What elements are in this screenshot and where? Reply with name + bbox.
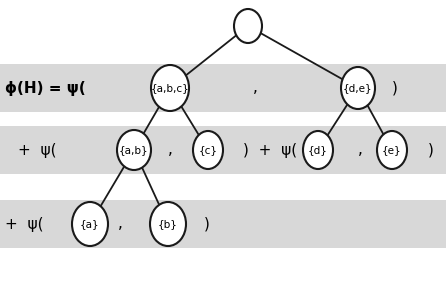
Text: {d,e}: {d,e} <box>343 83 373 93</box>
Ellipse shape <box>234 9 262 43</box>
Text: ): ) <box>392 80 398 95</box>
FancyBboxPatch shape <box>0 200 446 248</box>
Text: ,: , <box>118 217 123 232</box>
Ellipse shape <box>303 131 333 169</box>
Text: +  ψ(: + ψ( <box>18 142 57 158</box>
Text: {a,b}: {a,b} <box>119 145 149 155</box>
Text: ): ) <box>204 217 210 232</box>
Text: {c}: {c} <box>198 145 218 155</box>
Ellipse shape <box>117 130 151 170</box>
Ellipse shape <box>150 202 186 246</box>
Text: {b}: {b} <box>158 219 178 229</box>
Text: {d}: {d} <box>308 145 328 155</box>
Text: {a,b,c}: {a,b,c} <box>151 83 190 93</box>
Ellipse shape <box>151 65 189 111</box>
Text: {e}: {e} <box>382 145 402 155</box>
Text: +  ψ(: + ψ( <box>5 217 44 232</box>
Text: ,: , <box>253 80 258 95</box>
FancyBboxPatch shape <box>0 64 446 112</box>
Text: ϕ(H) = ψ(: ϕ(H) = ψ( <box>5 80 86 95</box>
Text: ,: , <box>358 142 363 158</box>
FancyBboxPatch shape <box>0 126 446 174</box>
Ellipse shape <box>193 131 223 169</box>
Ellipse shape <box>72 202 108 246</box>
Text: ,: , <box>168 142 173 158</box>
Text: )  +  ψ(: ) + ψ( <box>243 142 297 158</box>
Text: {a}: {a} <box>80 219 100 229</box>
Ellipse shape <box>377 131 407 169</box>
Ellipse shape <box>341 67 375 109</box>
Text: ): ) <box>428 142 434 158</box>
